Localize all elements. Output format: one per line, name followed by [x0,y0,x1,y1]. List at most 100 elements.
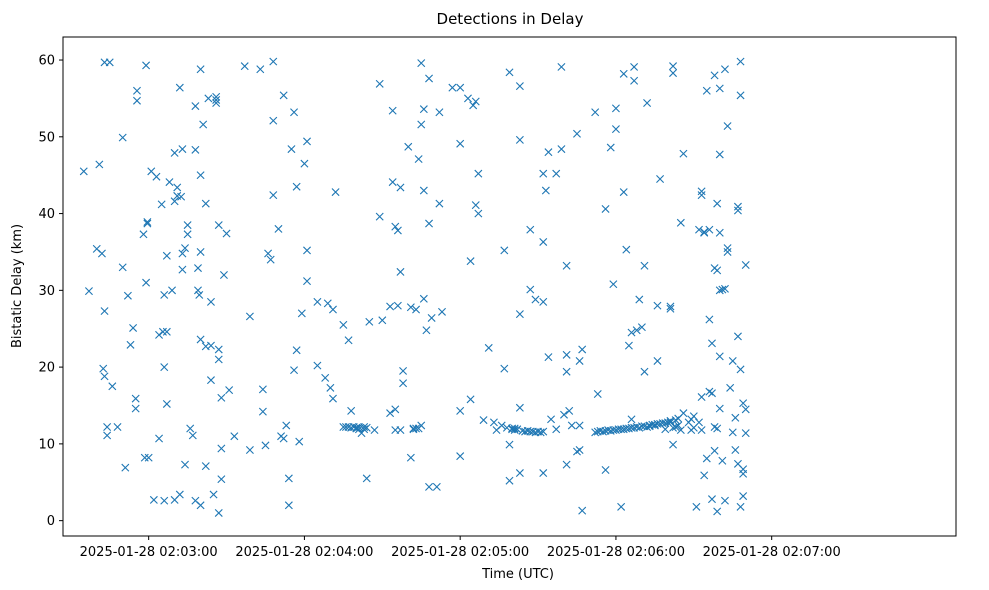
data-point-0-405 [741,429,750,438]
data-point-0-244 [539,469,548,478]
data-point-0-194 [438,307,446,316]
data-point-0-103 [261,441,270,450]
data-point-0-323 [661,425,670,434]
data-point-0-209 [484,343,493,352]
data-point-0-58 [181,244,189,253]
data-point-0-217 [505,476,514,485]
data-point-0-300 [632,326,641,335]
data-point-0-210 [489,418,498,427]
data-point-0-127 [313,297,322,306]
data-point-0-54 [178,265,187,274]
data-point-0-380 [720,65,729,74]
data-point-0-19 [129,323,138,332]
data-point-0-377 [715,404,724,413]
data-point-0-51 [175,83,184,92]
data-point-0-43 [162,399,171,408]
data-point-0-101 [258,385,267,394]
data-point-0-59 [183,230,192,239]
data-point-0-371 [713,424,722,433]
data-point-0-76 [201,199,210,208]
data-point-0-272 [598,427,607,436]
data-point-0-185 [419,186,428,195]
data-point-0-115 [284,501,293,510]
data-point-0-88 [214,355,223,364]
data-point-0-182 [417,421,426,430]
data-point-0-401 [739,469,748,478]
data-point-0-317 [653,356,662,365]
data-point-0-36 [157,200,166,209]
data-point-0-156 [378,316,387,325]
data-point-0-118 [290,366,299,375]
data-point-0-293 [624,341,633,350]
data-point-0-225 [515,135,524,144]
data-point-0-84 [212,92,221,101]
data-point-0-184 [419,294,428,303]
data-point-0-395 [736,91,745,100]
data-point-0-396 [736,57,745,66]
data-point-0-47 [170,197,179,206]
data-point-0-397 [736,502,745,511]
data-point-0-246 [544,148,553,157]
data-point-0-150 [362,423,371,432]
data-point-0-242 [539,297,548,306]
data-point-0-4 [97,249,106,258]
data-point-0-213 [500,364,509,373]
data-point-0-393 [733,332,742,341]
data-point-0-60 [183,221,192,230]
data-point-0-193 [435,108,444,117]
data-point-0-61 [186,424,195,433]
data-point-0-191 [432,482,441,491]
data-point-0-280 [609,280,618,289]
data-point-0-260 [573,129,581,138]
data-point-0-1 [84,287,93,296]
data-point-0-266 [578,506,587,515]
data-point-0-161 [391,222,400,231]
x-tick-label-2: 2025-01-28 02:05:00 [391,545,529,560]
data-point-0-100 [256,65,265,74]
data-point-0-381 [720,284,729,293]
x-tick-label-0: 2025-01-28 02:03:00 [80,545,218,560]
data-point-0-374 [715,228,724,237]
data-point-0-252 [557,62,566,71]
data-point-0-327 [666,302,675,311]
data-point-0-227 [515,403,524,412]
data-point-0-23 [132,96,141,105]
data-point-0-130 [323,299,332,308]
data-point-0-255 [562,367,571,376]
data-point-0-388 [728,356,737,365]
data-point-0-96 [230,432,239,441]
data-point-0-104 [264,249,273,258]
data-point-0-18 [126,340,135,349]
data-point-0-308 [640,367,649,376]
data-point-0-391 [733,206,742,215]
data-point-0-129 [321,373,330,382]
data-point-0-338 [676,426,685,435]
data-point-0-15 [118,263,127,272]
data-point-0-384 [723,244,732,253]
data-point-0-389 [731,413,740,422]
data-point-0-166 [396,267,405,276]
data-point-0-399 [739,399,748,408]
data-point-0-278 [606,143,615,152]
chart-title: Detections in Delay [437,10,584,28]
data-point-0-320 [656,175,665,184]
data-point-0-81 [206,376,215,385]
data-point-0-361 [707,495,716,504]
data-point-0-153 [370,426,379,435]
data-point-0-387 [728,428,737,437]
data-point-0-403 [741,261,750,269]
data-point-0-106 [269,57,278,66]
data-point-0-98 [245,312,254,321]
data-point-0-89 [214,508,223,517]
data-point-0-253 [560,410,569,419]
data-point-0-201 [466,257,475,266]
data-point-0-44 [165,178,174,187]
data-point-0-364 [710,71,719,80]
data-point-0-138 [344,336,353,345]
data-point-0-80 [206,297,215,306]
data-point-0-288 [619,188,628,197]
data-point-0-383 [723,122,732,131]
data-point-0-0 [79,167,88,176]
data-point-0-169 [399,366,408,375]
data-point-0-296 [627,328,636,337]
